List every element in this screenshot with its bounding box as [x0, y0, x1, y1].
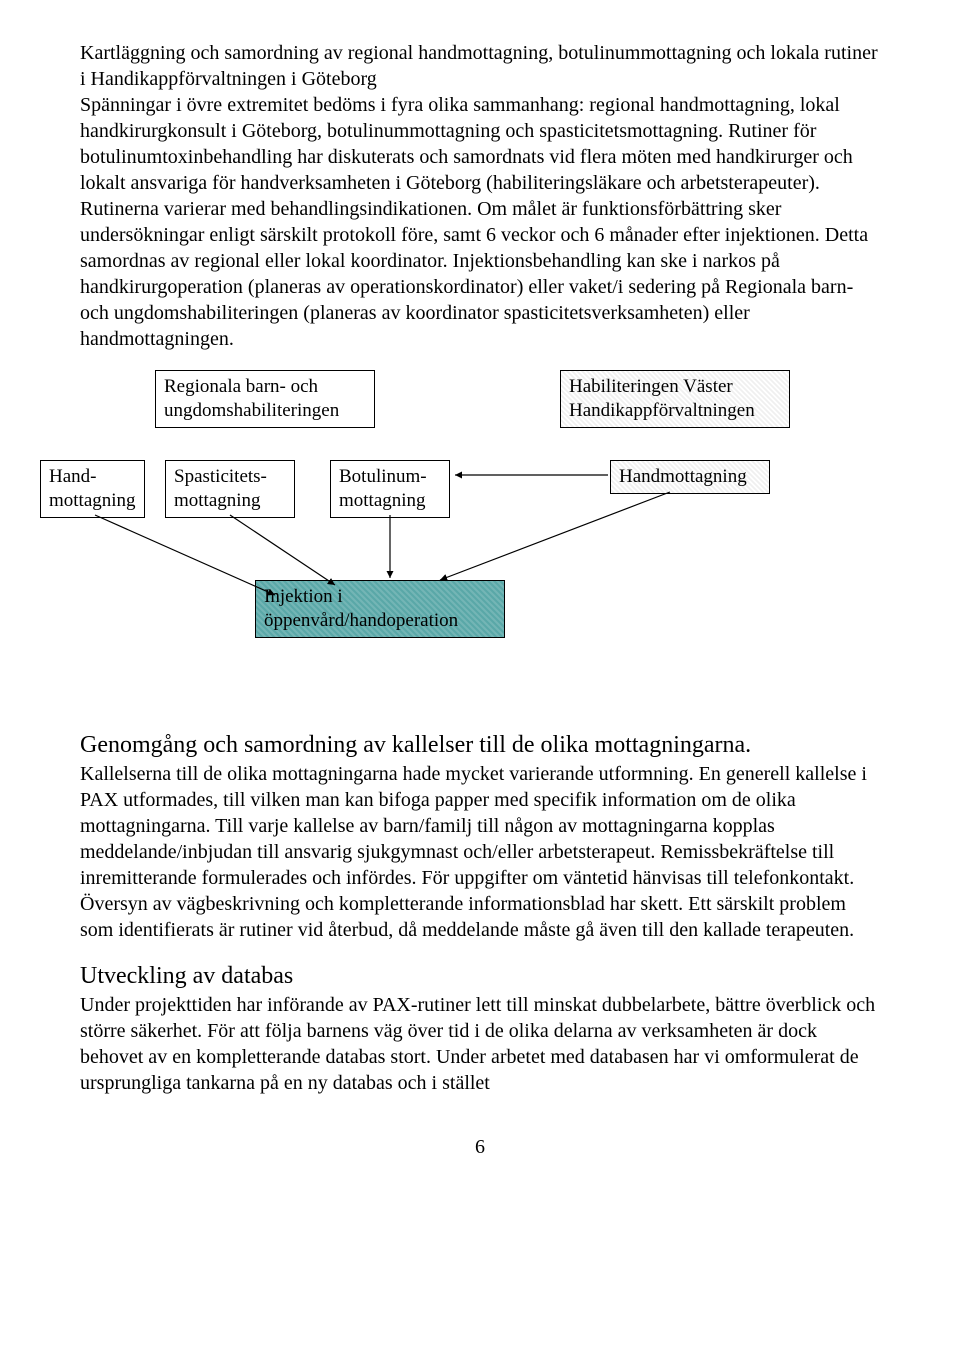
- node-habiliteringen-line2: Handikappförvaltningen: [569, 400, 755, 421]
- section2-body: Kallelserna till de olika mottagningarna…: [80, 761, 880, 943]
- node-regionala-label: Regionala barn- och ungdomshabiliteringe…: [164, 376, 339, 421]
- node-target-label: Injektion i öppenvård/handoperation: [264, 586, 458, 631]
- node-handmottagning-right: Handmottagning: [610, 460, 770, 494]
- node-spasticitets-label: Spasticitets- mottagning: [174, 466, 267, 511]
- node-botulinum: Botulinum- mottagning: [330, 460, 450, 518]
- node-spasticitets: Spasticitets- mottagning: [165, 460, 295, 518]
- node-habiliteringen: Habiliteringen Väster Handikappförvaltni…: [560, 370, 790, 428]
- section2-heading: Genomgång och samordning av kallelser ti…: [80, 730, 880, 761]
- section1-body: Spänningar i övre extremitet bedöms i fy…: [80, 92, 880, 352]
- node-handmottagning: Hand- mottagning: [40, 460, 145, 518]
- page-number: 6: [80, 1136, 880, 1159]
- node-botulinum-label: Botulinum- mottagning: [339, 466, 427, 511]
- node-handmottagning-right-label: Handmottagning: [619, 466, 747, 487]
- node-handmottagning-label: Hand- mottagning: [49, 466, 136, 511]
- section1-heading: Kartläggning och samordning av regional …: [80, 40, 880, 92]
- section3-heading: Utveckling av databas: [80, 961, 880, 992]
- flow-diagram: Regionala barn- och ungdomshabiliteringe…: [80, 370, 880, 700]
- node-regionala: Regionala barn- och ungdomshabiliteringe…: [155, 370, 375, 428]
- node-habiliteringen-line1: Habiliteringen Väster: [569, 376, 733, 397]
- section3-body: Under projekttiden har införande av PAX-…: [80, 992, 880, 1096]
- node-target: Injektion i öppenvård/handoperation: [255, 580, 505, 638]
